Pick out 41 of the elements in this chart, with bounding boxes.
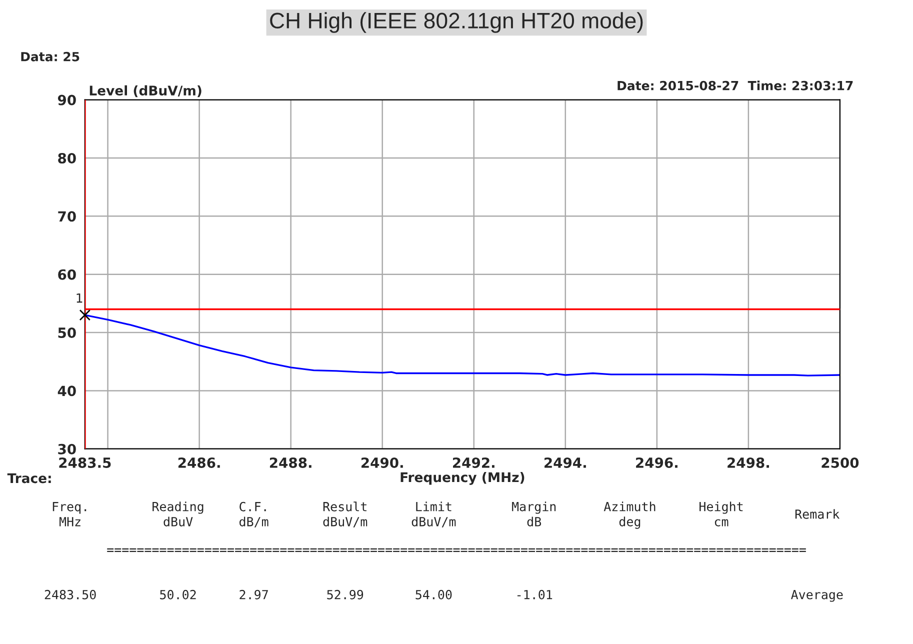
text: Height cm bbox=[700, 502, 743, 526]
y-axis-title: Level (dBuV/m) bbox=[90, 85, 202, 98]
y-tick-label: 30 bbox=[58, 444, 76, 454]
line-series bbox=[84, 314, 840, 376]
x-tick-label: 2496. bbox=[636, 457, 678, 468]
text: 2.97 bbox=[240, 590, 268, 600]
text: Azimuth deg bbox=[604, 502, 656, 529]
x-tick-label: 2494. bbox=[544, 457, 586, 468]
text: Date: 2015-08-27 Time: 23:03:17 bbox=[618, 80, 853, 90]
text: Margin dB bbox=[512, 502, 556, 526]
y-tick-label: 70 bbox=[58, 211, 76, 222]
text: 50.02 bbox=[160, 590, 196, 600]
y-tick-label: 40 bbox=[58, 386, 76, 396]
x-tick-label: 2500 bbox=[822, 457, 859, 468]
chart-title: CH High (IEEE 802.11gn HT20 mode) bbox=[270, 12, 643, 33]
text: Trace: bbox=[7, 473, 51, 484]
y-tick-label: 60 bbox=[58, 269, 76, 280]
text: Result dBuV/m bbox=[323, 502, 368, 528]
y-tick-label: 50 bbox=[58, 327, 76, 338]
text: 52.99 bbox=[327, 590, 364, 600]
text: Reading dBuV bbox=[152, 502, 204, 526]
text: ============================================================================================= bbox=[107, 548, 806, 552]
x-tick-label: 2492. bbox=[453, 457, 494, 468]
y-tick-label: 80 bbox=[58, 152, 76, 164]
text: 54.00 bbox=[416, 590, 452, 600]
x-tick-label: 2498. bbox=[728, 457, 769, 468]
text: 2483.50 bbox=[44, 590, 96, 600]
text: -1.01 bbox=[517, 590, 552, 600]
text: Freq. MHz bbox=[52, 502, 86, 526]
x-tick-label: 2483.5 bbox=[59, 457, 111, 468]
annotation: 1 bbox=[76, 293, 82, 303]
text: Remark bbox=[795, 509, 840, 519]
text: Data: 25 bbox=[21, 52, 80, 62]
text: Average bbox=[791, 590, 843, 602]
y-tick-label: 90 bbox=[58, 94, 76, 106]
text: Limit dBuV/m bbox=[412, 502, 456, 528]
text: C.F. dB/m bbox=[240, 502, 268, 528]
x-axis-title: Frequency (MHz) bbox=[400, 472, 524, 485]
x-tick-label: 2486. bbox=[178, 457, 220, 468]
x-tick-label: 2490. bbox=[361, 457, 403, 468]
x-tick-label: 2488. bbox=[270, 457, 312, 468]
